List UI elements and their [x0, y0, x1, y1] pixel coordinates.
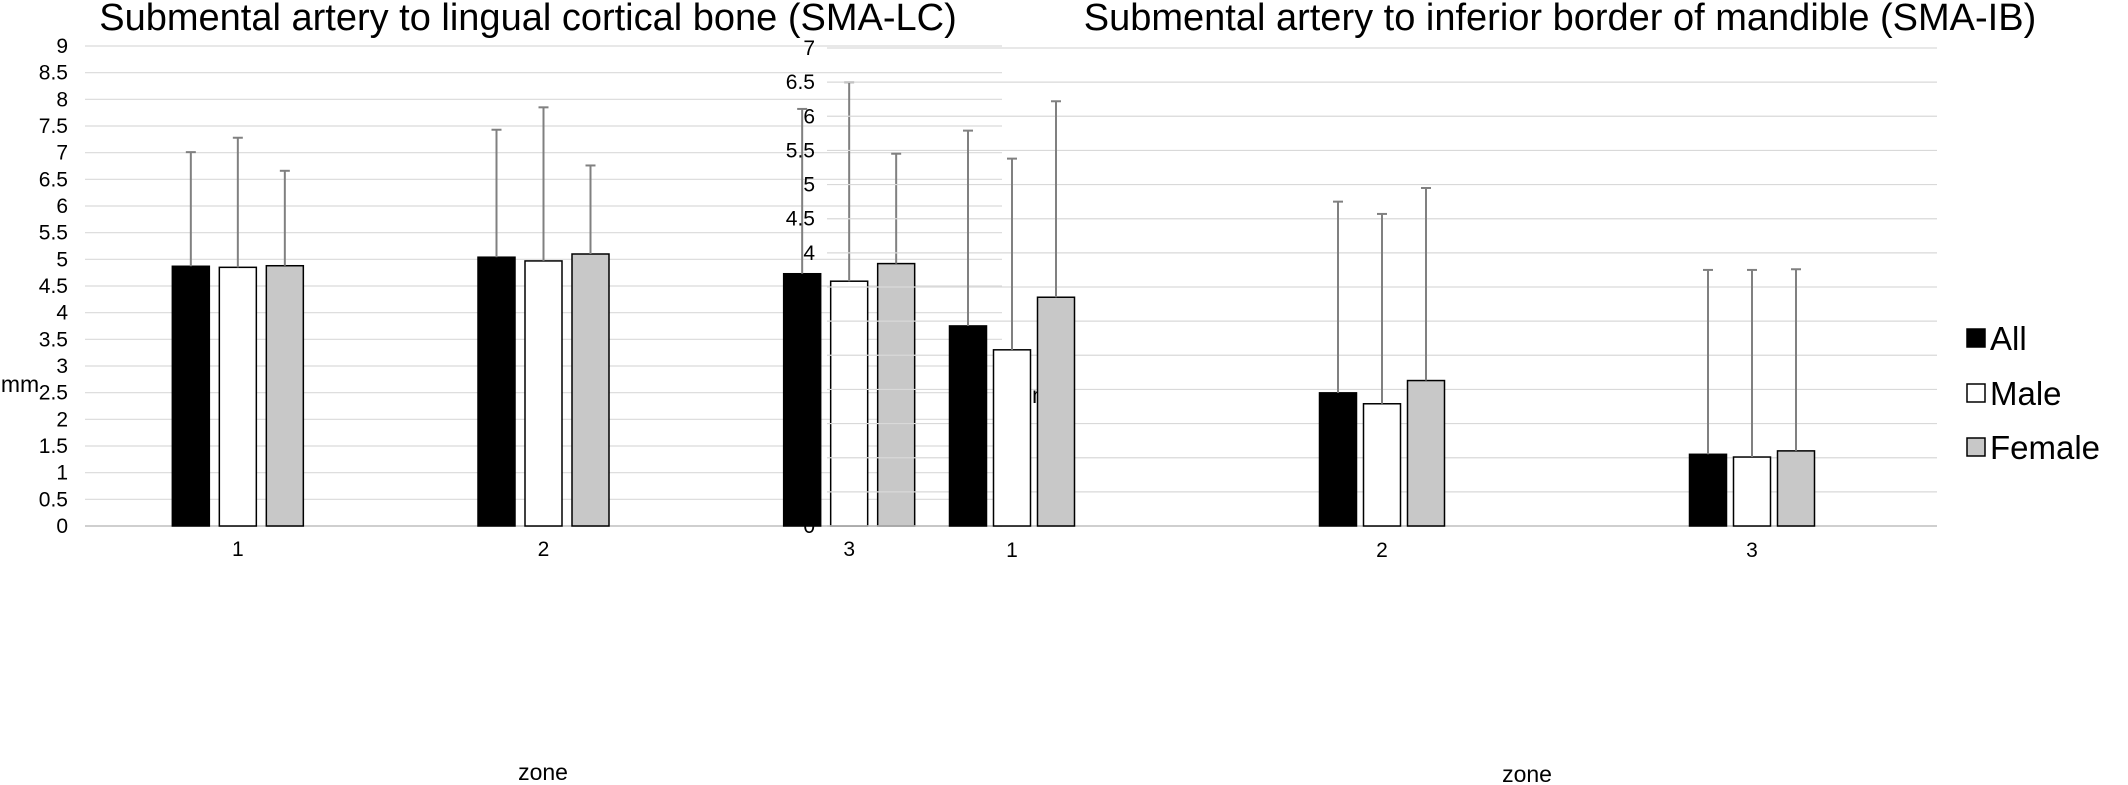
y-tick-label: 4 [56, 302, 68, 325]
y-tick-label: 1 [803, 447, 815, 470]
bar-male-zone-1 [218, 266, 258, 527]
y-tick-label: 4 [803, 242, 815, 265]
error-bars [963, 100, 1801, 458]
y-tick-label: 6 [803, 105, 815, 128]
legend-label-all: All [1990, 320, 2027, 357]
bar-all-zone-3 [1688, 453, 1728, 527]
bar-male-zone-2 [524, 260, 563, 527]
y-tick-label: 1.5 [39, 435, 68, 458]
y-tick-label: 6.5 [786, 71, 815, 94]
y-tick-labels: 0 0.5 1 1.5 2 2.5 3 3.5 4 4.5 5 5.5 6 6.5 7 7.5 8 8.5 9 [39, 35, 69, 538]
bar-male-zone-1 [992, 349, 1032, 527]
y-tick-label: 1 [56, 462, 68, 485]
y-tick-label: 2.5 [39, 382, 68, 405]
y-tick-label: 0 [56, 515, 68, 538]
legend-item-all: All [1966, 320, 2027, 357]
y-axis-label: mm [1, 371, 39, 397]
y-tick-label: 3.5 [39, 328, 68, 351]
bar-all-zone-1 [948, 325, 988, 527]
y-tick-label: 0.5 [786, 481, 815, 504]
y-tick-labels: 0 0.5 1 1.5 2 2.5 3 3.5 4 4.5 5 5.5 6 6.5 7 [786, 37, 816, 538]
legend-label-female: Female [1990, 429, 2100, 466]
y-tick-label: 9 [56, 35, 68, 58]
bar-all-zone-2 [477, 256, 516, 527]
x-tick-label: 2 [538, 538, 550, 561]
y-tick-label: 7 [803, 37, 815, 60]
y-tick-label: 4.5 [786, 208, 815, 231]
bar-female-zone-3 [876, 262, 916, 527]
bar-all-zone-1 [171, 265, 211, 527]
error-bars [185, 81, 902, 282]
y-tick-label: 3 [56, 355, 68, 378]
y-tick-label: 5 [803, 174, 815, 197]
y-tick-label: 1.5 [786, 413, 815, 436]
y-tick-label: 0.5 [39, 488, 68, 511]
chart-title: Submental artery to lingual cortical bon… [99, 0, 957, 39]
y-tick-label: 2 [803, 378, 815, 401]
bar-male-zone-3 [829, 280, 869, 527]
x-tick-label: 1 [1006, 539, 1018, 562]
bar-male-zone-2 [1362, 403, 1402, 527]
y-tick-label: 2.5 [786, 344, 815, 367]
bar-all-zone-2 [1318, 392, 1358, 527]
y-tick-label: 4.5 [39, 275, 68, 298]
legend-item-male: Male [1966, 375, 2062, 412]
legend-swatch-female [1966, 437, 1986, 457]
y-tick-label: 3 [803, 310, 815, 333]
y-tick-label: 6 [56, 195, 68, 218]
y-tick-label: 8 [56, 88, 68, 111]
x-axis-label: zone [518, 759, 568, 785]
y-tick-label: 7.5 [39, 115, 68, 138]
y-tick-label: 8.5 [39, 62, 68, 85]
y-tick-label: 5 [56, 248, 68, 271]
bar-female-zone-2 [571, 253, 610, 527]
y-tick-label: 6.5 [39, 168, 68, 191]
legend-label-male: Male [1990, 375, 2062, 412]
legend-item-female: Female [1966, 429, 2100, 466]
bar-female-zone-1 [1036, 296, 1076, 527]
legend-swatch-male [1966, 383, 1986, 403]
y-tick-label: 2 [56, 408, 68, 431]
bar-male-zone-3 [1732, 456, 1772, 527]
y-tick-label: 3.5 [786, 276, 815, 299]
chart-sma-lc: Submental artery to lingual cortical bon… [1, 0, 1002, 785]
x-tick-label: 1 [232, 538, 244, 561]
chart-title: Submental artery to inferior border of m… [1084, 0, 2037, 39]
x-tick-label: 3 [1746, 539, 1758, 562]
bar-female-zone-3 [1776, 450, 1816, 527]
y-tick-label: 5.5 [786, 139, 815, 162]
x-tick-labels: 1 2 3 [1006, 539, 1758, 562]
x-axis-label: zone [1502, 761, 1552, 785]
bar-female-zone-1 [265, 264, 305, 527]
legend: All Male Female [1966, 320, 2100, 466]
x-tick-label: 3 [843, 538, 855, 561]
y-tick-label: 0 [803, 515, 815, 538]
legend-swatch-all [1966, 328, 1986, 348]
bars [948, 296, 1816, 527]
y-tick-label: 5.5 [39, 222, 68, 245]
x-tick-labels: 1 2 3 [232, 538, 855, 561]
x-tick-label: 2 [1376, 539, 1388, 562]
chart-sma-ib: Submental artery to inferior border of m… [786, 0, 2036, 785]
bar-female-zone-2 [1406, 379, 1446, 527]
bar-all-zone-3 [782, 272, 822, 527]
y-tick-label: 7 [56, 142, 68, 165]
